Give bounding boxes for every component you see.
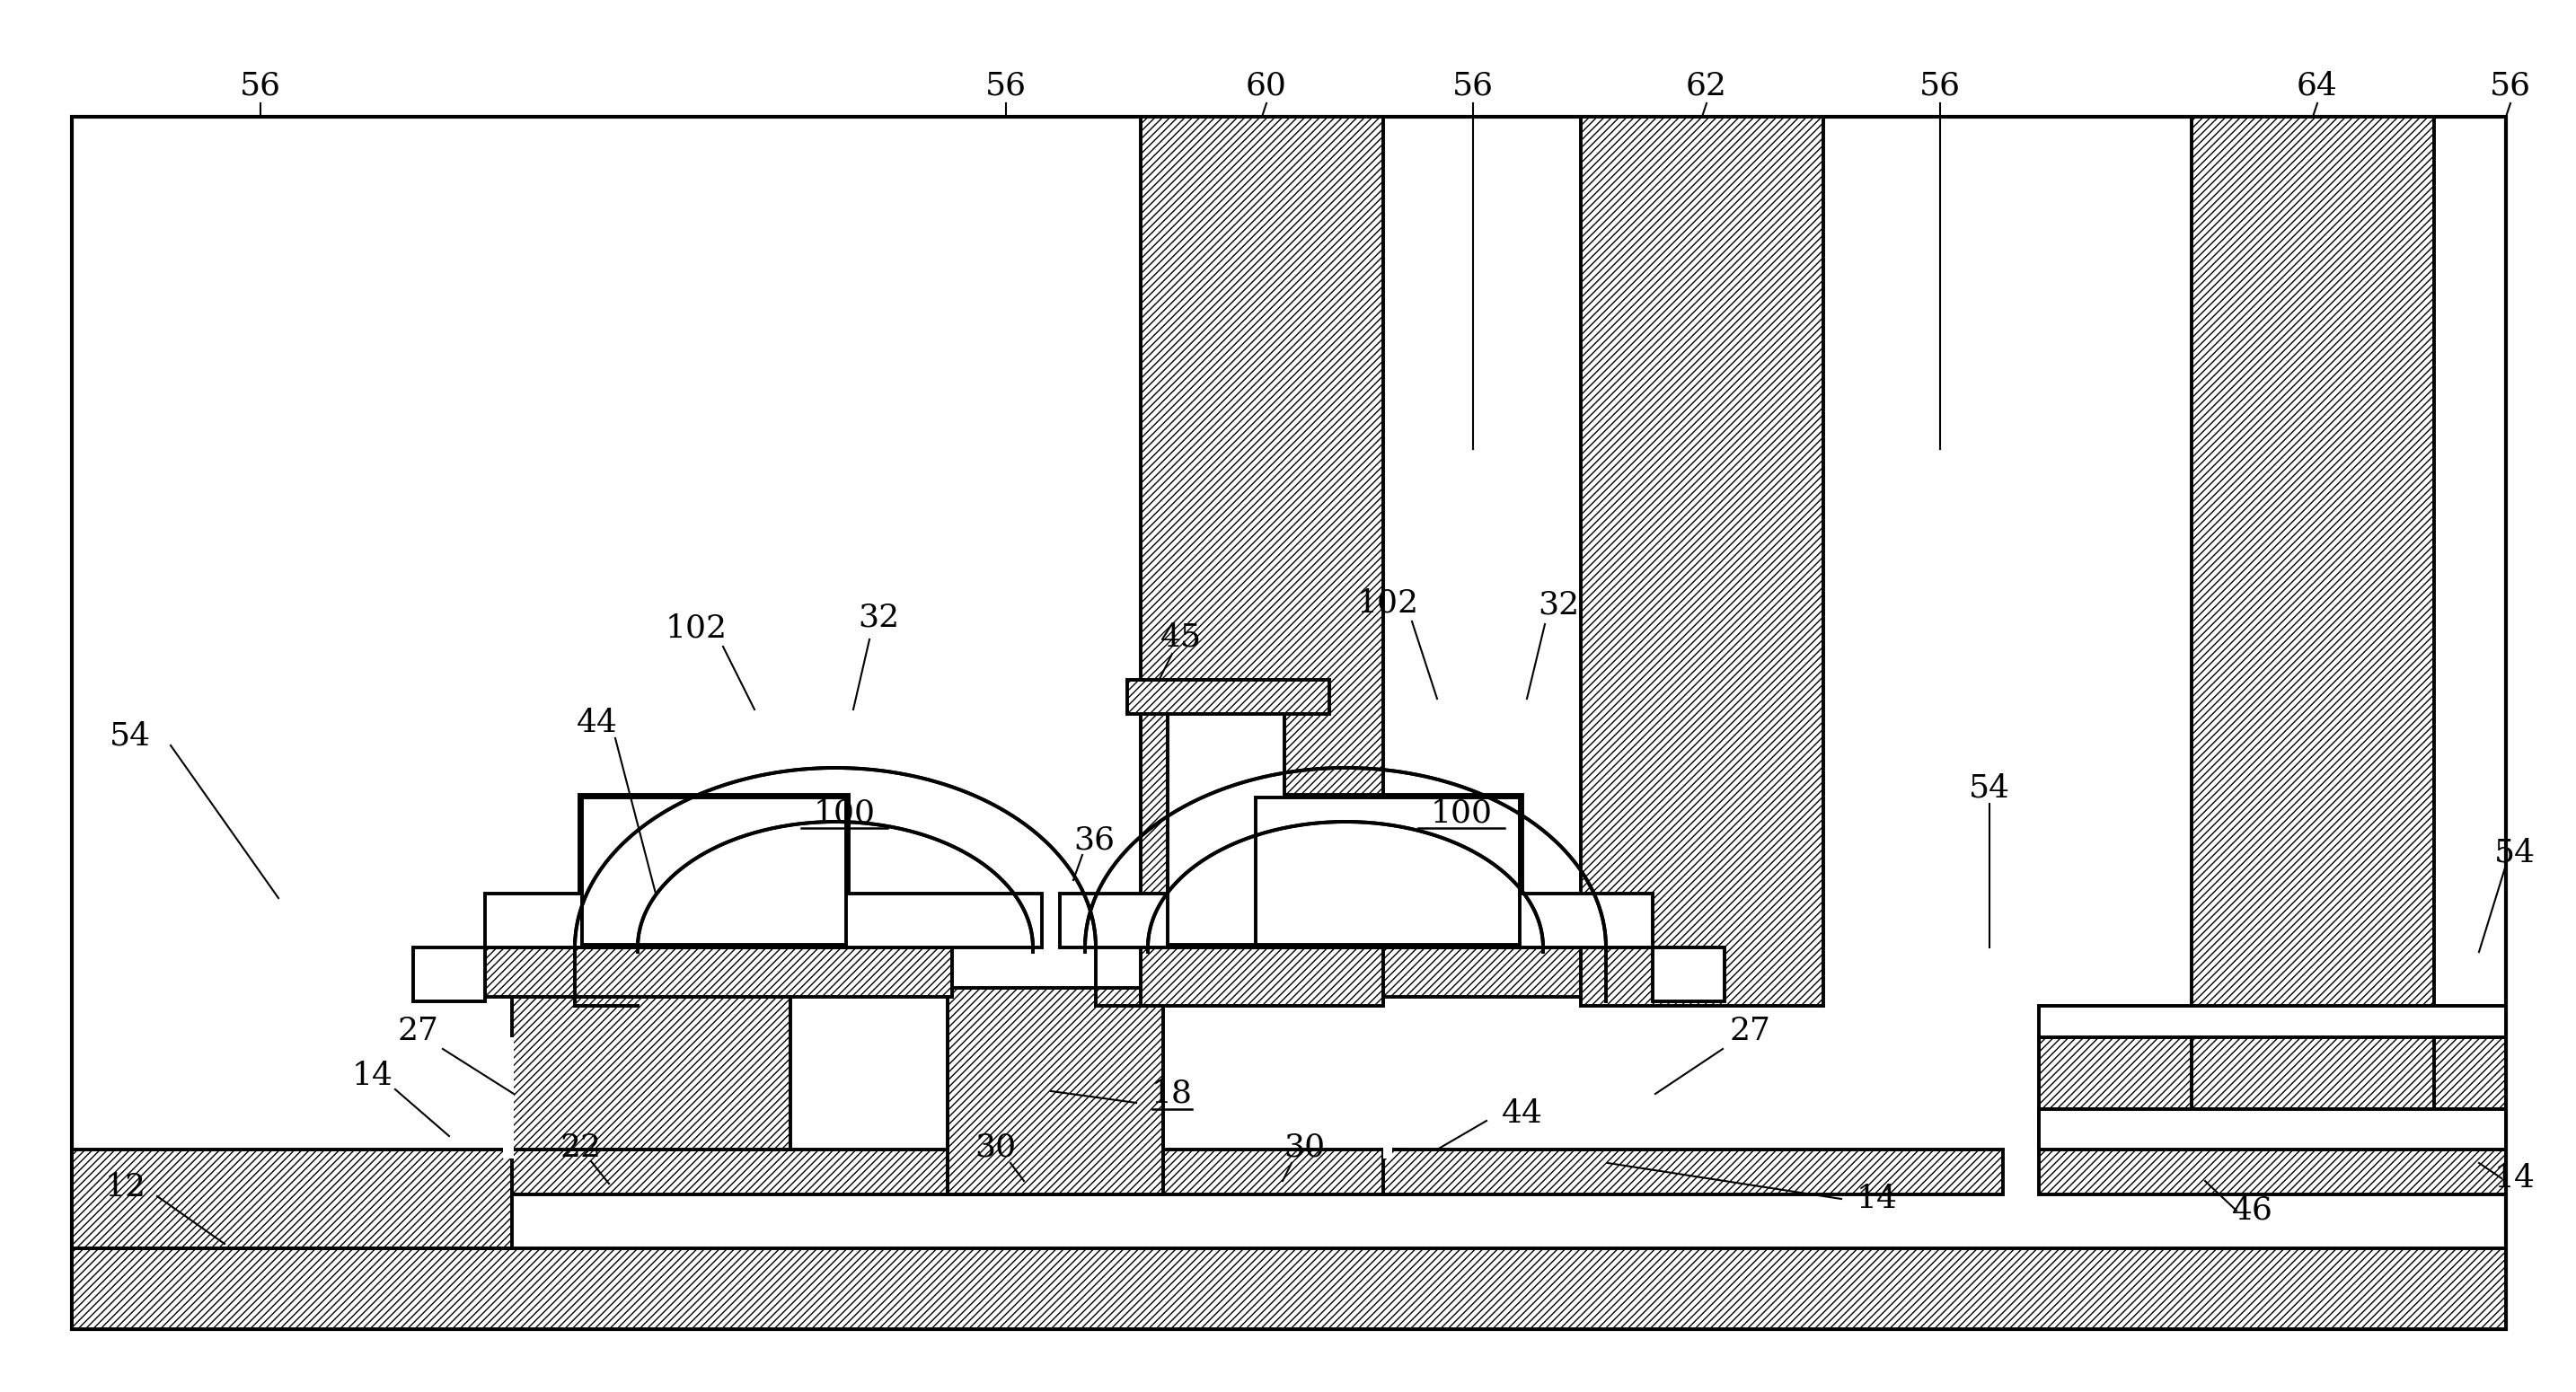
Bar [948,988,1164,1194]
Text: 56: 56 [240,70,281,100]
Text: 46: 46 [2231,1196,2272,1226]
Bar [1128,679,1329,714]
Text: 44: 44 [1502,1098,1543,1129]
Bar [2038,1109,2506,1194]
Text: 14: 14 [1857,1183,1899,1214]
Text: 30: 30 [974,1133,1015,1162]
Bar [513,1150,1401,1194]
Text: 18: 18 [1151,1079,1193,1109]
Text: 32: 32 [858,603,899,633]
Text: 27: 27 [397,1016,438,1047]
Text: 102: 102 [665,614,726,644]
Text: 102: 102 [1358,589,1419,619]
Bar [580,795,848,948]
Bar [1383,1037,1391,1158]
Text: 44: 44 [577,707,618,738]
Text: 60: 60 [1247,70,1288,100]
Bar [484,948,953,997]
Bar [1252,795,1522,948]
Text: 30: 30 [1283,1133,1324,1162]
Bar [1383,1150,2004,1194]
Bar [582,798,845,945]
Bar [72,1150,513,1249]
Bar [1141,117,1383,1006]
Text: 56: 56 [984,70,1028,100]
Text: 27: 27 [1728,1016,1770,1047]
Bar [1654,948,1723,1001]
Bar [1582,117,1824,1006]
Bar [72,117,2506,1329]
Bar [1255,798,1520,945]
Bar [2038,1109,2506,1150]
Bar [2038,1037,2506,1109]
Text: 14: 14 [2494,1162,2535,1193]
Bar [1185,948,1654,997]
Text: 56: 56 [2491,70,2532,100]
Bar [72,1249,2506,1329]
Bar [412,948,484,1001]
Text: 56: 56 [1919,70,1960,100]
Bar [1255,798,1520,945]
Text: 56: 56 [1453,70,1494,100]
Text: 100: 100 [814,798,876,828]
Text: 64: 64 [2298,70,2339,100]
Bar [484,894,1041,948]
Text: 12: 12 [106,1172,147,1203]
Text: 100: 100 [1430,798,1492,828]
Bar [513,988,791,1150]
Text: 22: 22 [562,1133,603,1162]
Text: 36: 36 [1074,825,1115,856]
Bar [1059,894,1654,948]
Bar [2038,1006,2506,1037]
Text: 62: 62 [1685,70,1726,100]
Text: 54: 54 [111,721,152,752]
Bar [2004,1006,2048,1037]
Text: 14: 14 [353,1061,394,1091]
Bar [582,798,845,945]
Text: 45: 45 [1159,622,1203,653]
Bar [502,1037,513,1158]
Text: 32: 32 [1538,589,1579,619]
Bar [2192,117,2434,1109]
Bar [1167,679,1285,945]
Text: 54: 54 [2494,838,2535,869]
Text: 54: 54 [1968,773,2009,803]
